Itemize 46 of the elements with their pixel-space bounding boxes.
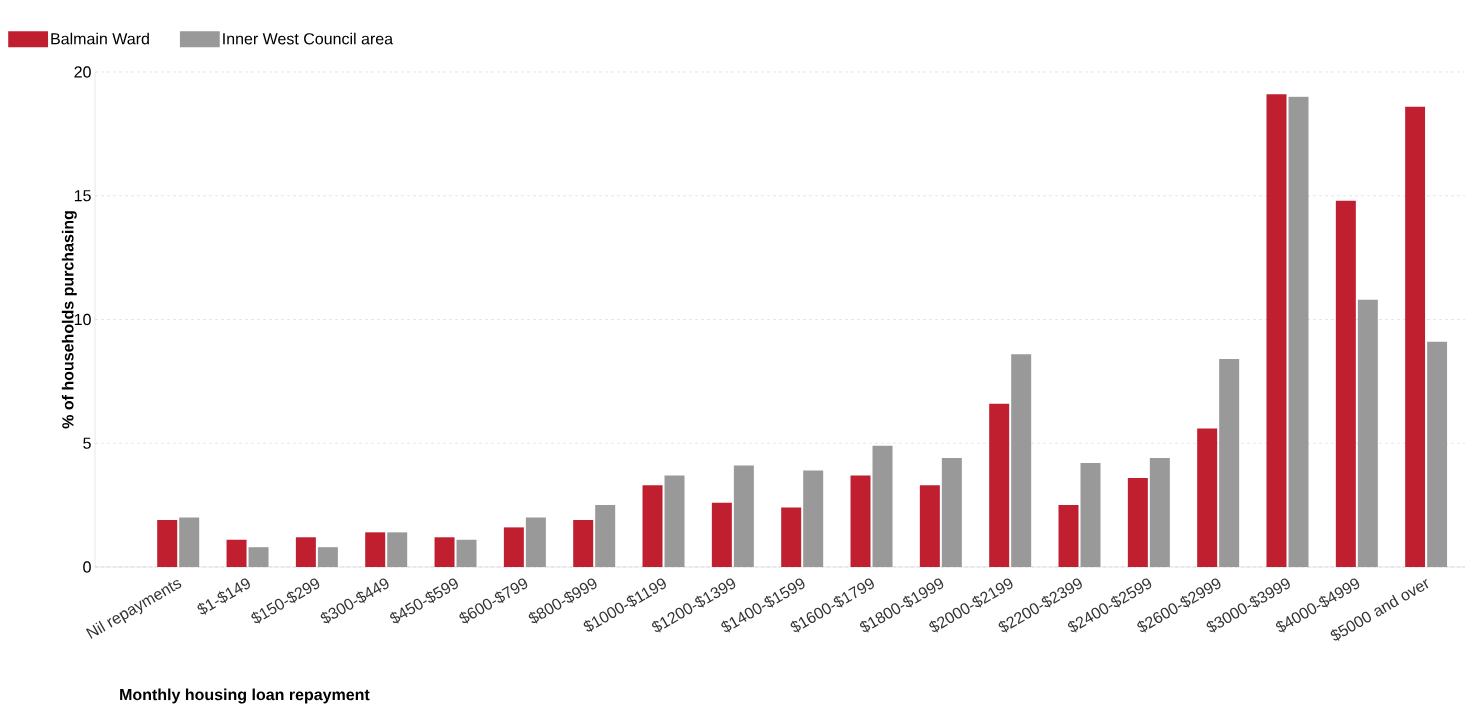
bar	[1011, 354, 1032, 567]
bar	[850, 475, 871, 567]
y-tick-label: 15	[74, 190, 91, 202]
bar	[1266, 94, 1287, 567]
bar	[226, 539, 247, 567]
bar	[919, 485, 940, 567]
bar	[989, 403, 1010, 567]
bar	[1149, 458, 1170, 567]
bar	[1127, 477, 1148, 567]
y-tick-label: 20	[74, 66, 91, 78]
bar	[365, 532, 386, 567]
y-tick-label: 0	[83, 561, 91, 573]
legend-label: Balmain Ward	[51, 32, 149, 45]
bar	[317, 547, 338, 567]
bar	[803, 470, 824, 567]
bar	[664, 475, 685, 567]
bar	[1197, 428, 1218, 567]
y-tick-label: 5	[83, 437, 91, 449]
bar	[1357, 299, 1378, 567]
bar	[456, 539, 477, 567]
bar	[642, 485, 663, 567]
bar	[781, 507, 802, 567]
bar	[1288, 96, 1309, 567]
legend-label: Inner West Council area	[223, 32, 394, 45]
bar	[941, 458, 962, 567]
y-tick-label: 10	[74, 313, 91, 326]
bar	[595, 505, 616, 567]
bar	[248, 547, 269, 567]
bar	[711, 502, 732, 567]
x-axis-title: Monthly housing loan repayment	[120, 688, 370, 704]
bar	[573, 519, 594, 567]
bar	[1335, 200, 1356, 567]
bar	[434, 537, 455, 567]
bar	[1080, 463, 1101, 567]
bar	[157, 519, 178, 567]
bar	[525, 517, 546, 567]
bar	[1058, 505, 1079, 567]
bar	[1405, 106, 1426, 567]
bar	[179, 517, 200, 567]
bar	[295, 537, 316, 567]
bar	[1427, 341, 1448, 567]
bar	[503, 527, 524, 567]
bar	[1219, 359, 1240, 567]
bar	[387, 532, 408, 567]
bar	[733, 465, 754, 567]
bar	[872, 445, 893, 567]
